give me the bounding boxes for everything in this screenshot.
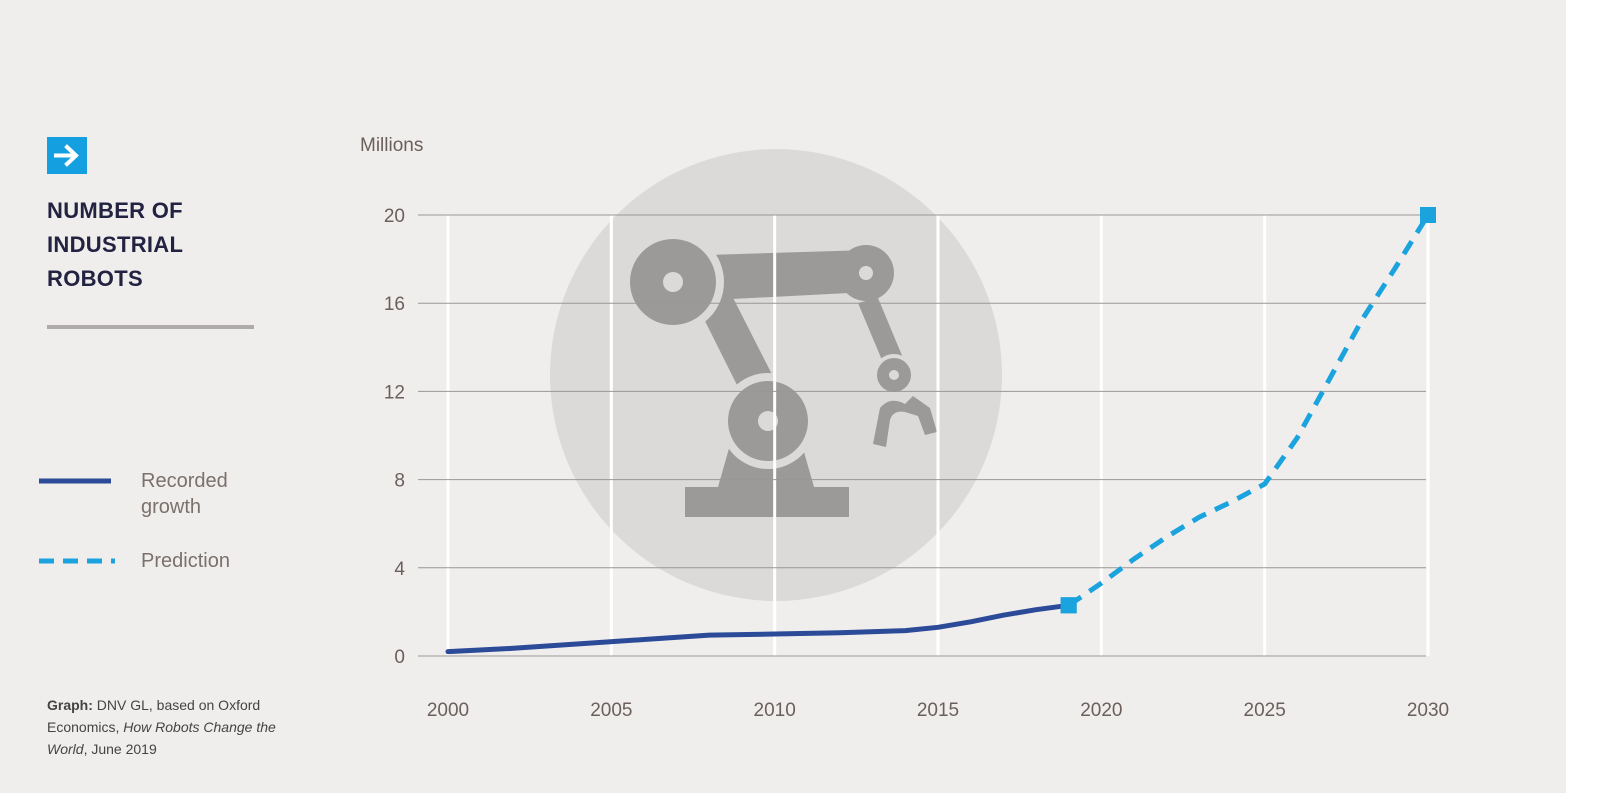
data-point-marker: [1060, 597, 1077, 614]
x-tick-label: 2025: [1244, 700, 1286, 721]
y-tick-label: 20: [384, 206, 405, 227]
legend-label-line: Prediction: [141, 550, 230, 572]
recorded-growth-line: [445, 602, 1072, 655]
data-point-marker: [1420, 207, 1436, 223]
watermark-robot-icon: [550, 149, 1002, 601]
y-tick-label: 8: [394, 471, 405, 492]
x-tick-label: 2000: [427, 700, 469, 721]
source-note: Graph: DNV GL, based on Oxford Economics…: [47, 694, 307, 760]
source-prefix: Graph:: [47, 697, 93, 713]
line-chart: 0 4 8 12 16 20 2000 2005 2010 2015 2020 2025 2030 Mil…: [360, 135, 1449, 721]
x-tick-label: 2015: [917, 700, 959, 721]
legend-label-prediction: Prediction: [141, 548, 281, 574]
legend-label-line: Recorded: [141, 470, 228, 492]
source-text: DNV GL, based on Oxford Economics,: [47, 697, 261, 735]
y-axis-unit-label: Millions: [360, 135, 423, 156]
prediction-line: [1067, 213, 1431, 608]
legend-label-line: growth: [141, 496, 202, 518]
chart-title: NUMBER OF INDUSTRIAL ROBOTS: [47, 194, 267, 296]
y-tick-label: 0: [394, 647, 405, 668]
x-tick-label: 2005: [590, 700, 632, 721]
x-tick-label: 2020: [1080, 700, 1122, 721]
y-tick-label: 12: [384, 382, 405, 403]
y-tick-label: 4: [394, 559, 405, 580]
x-tick-label: 2030: [1407, 700, 1449, 721]
y-tick-label: 16: [384, 294, 405, 315]
arrow-right-icon: [47, 137, 87, 174]
axes: 0 4 8 12 16 20 2000 2005 2010 2015 2020 2025 2030 Mil…: [360, 135, 1449, 721]
grid: [418, 214, 1430, 657]
source-date: , June 2019: [83, 741, 157, 757]
x-tick-label: 2010: [754, 700, 796, 721]
chart-title-line: NUMBER OF: [47, 198, 183, 223]
legend-label-recorded: Recorded growth: [141, 468, 281, 520]
chart-title-line: INDUSTRIAL: [47, 232, 184, 257]
source-title: How Robots Change the World: [47, 719, 276, 757]
legend-swatch-solid: [39, 478, 111, 484]
title-divider: [47, 325, 254, 329]
series: [445, 207, 1436, 655]
legend-swatch-dashed: [39, 558, 115, 564]
chart-title-line: ROBOTS: [47, 266, 143, 291]
